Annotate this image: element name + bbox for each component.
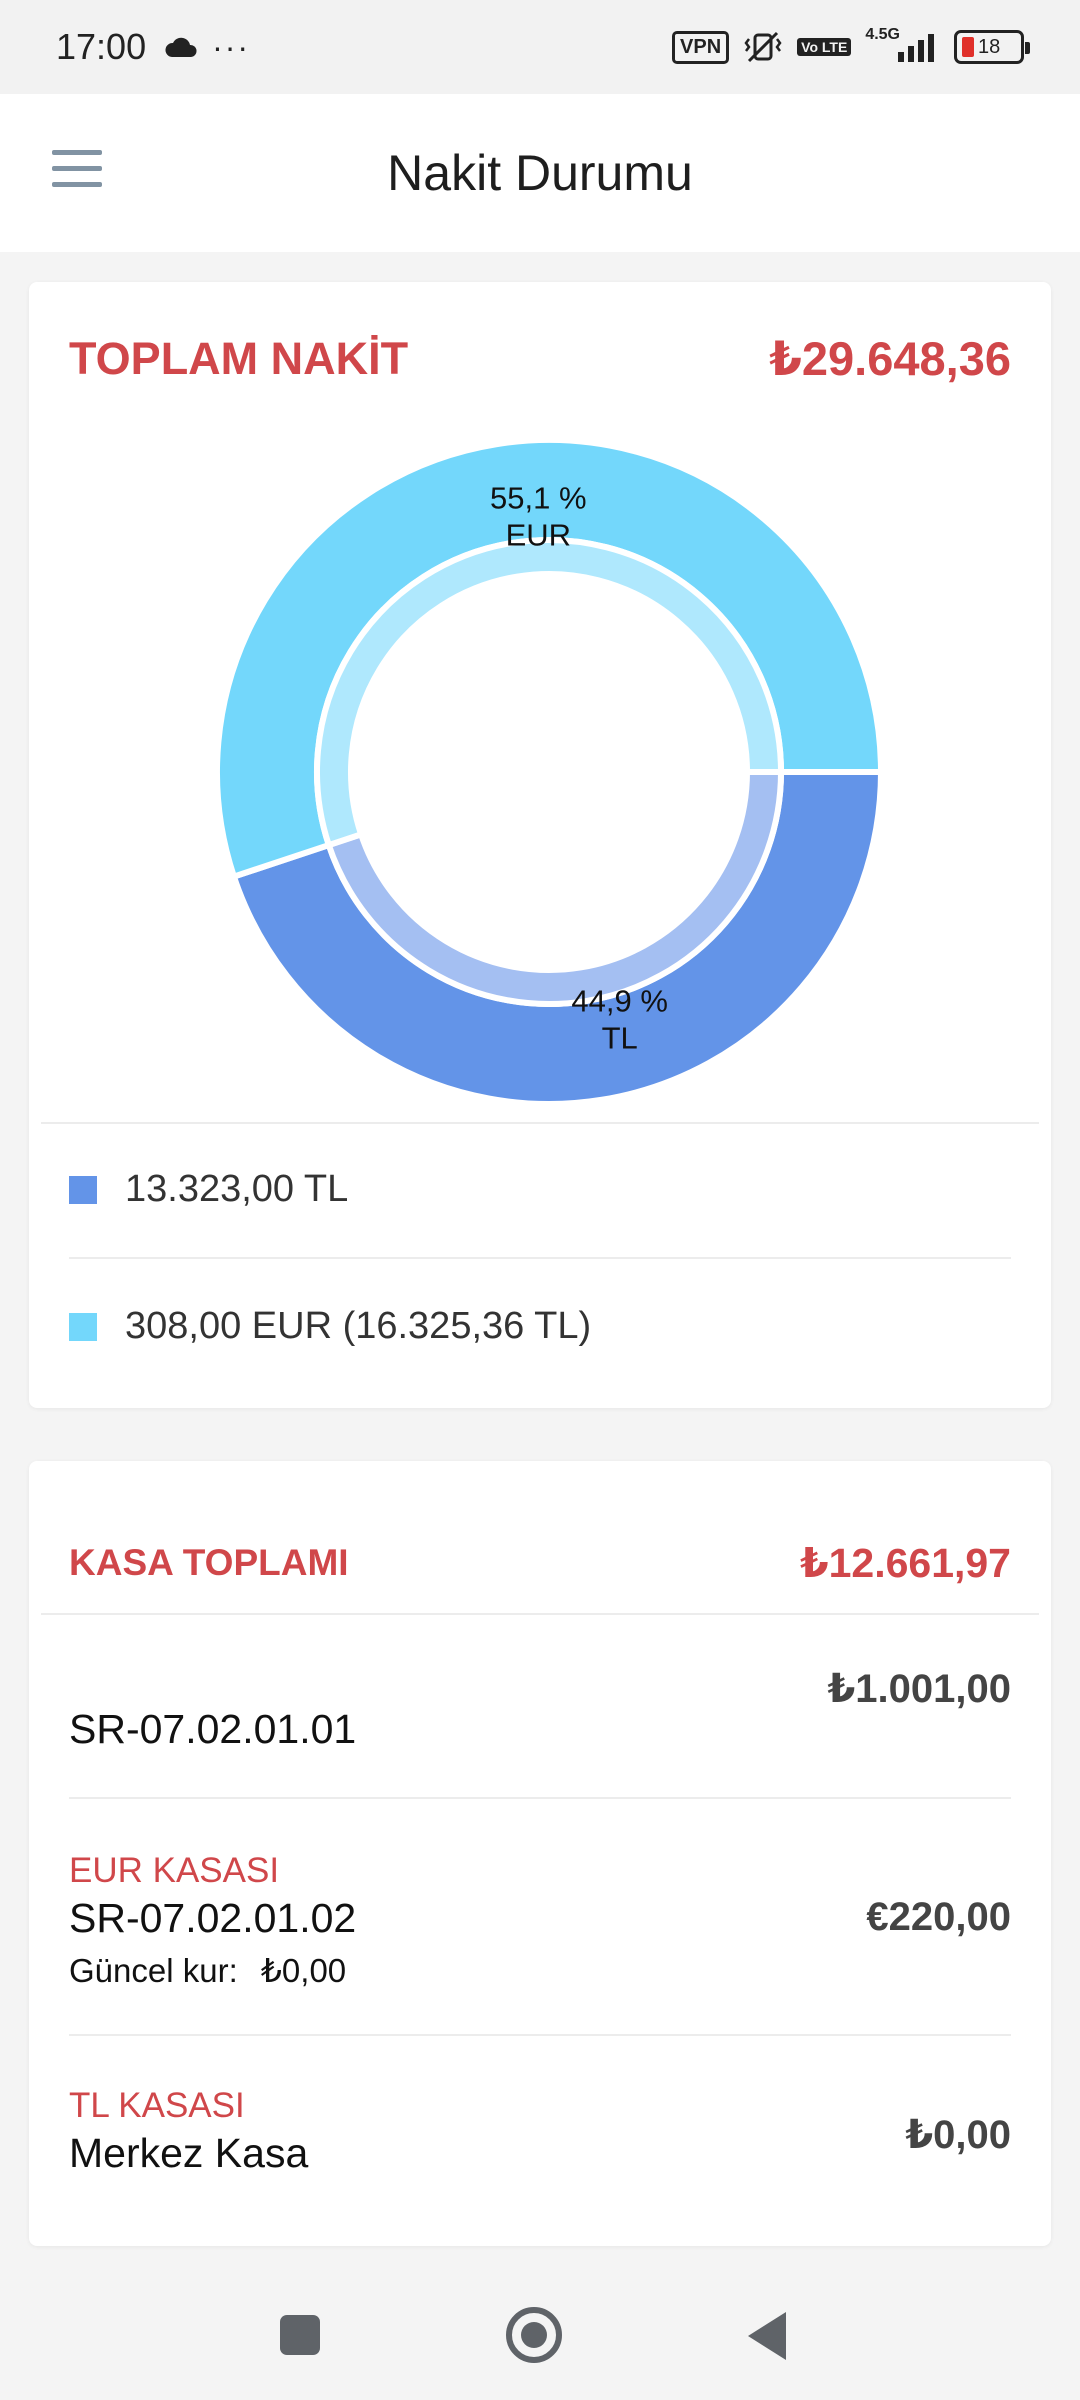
total-cash-label: TOPLAM NAKİT bbox=[69, 333, 409, 384]
status-time: 17:00 bbox=[56, 26, 147, 67]
kasa-code: Merkez Kasa bbox=[69, 2130, 309, 2176]
mute-vibrate-icon bbox=[744, 31, 782, 63]
back-icon[interactable] bbox=[748, 2312, 786, 2360]
battery-icon: 18 bbox=[954, 30, 1030, 64]
kasa-total-label: KASA TOPLAMI bbox=[69, 1542, 349, 1583]
legend-item-tl: 13.323,00 TL bbox=[69, 1168, 348, 1211]
rate-value: ₺0,00 bbox=[260, 1952, 347, 1989]
recents-icon[interactable] bbox=[280, 2315, 320, 2355]
notification-dots: ··· bbox=[212, 28, 251, 65]
menu-icon[interactable] bbox=[52, 150, 102, 190]
legend-text-tl: 13.323,00 TL bbox=[125, 1168, 349, 1210]
kasa-code: SR-07.02.01.01 bbox=[69, 1706, 357, 1752]
legend-text-eur: 308,00 EUR (16.325,36 TL) bbox=[125, 1305, 592, 1347]
kasa-code: SR-07.02.01.02 bbox=[69, 1895, 357, 1941]
kasa-item[interactable]: SR-07.02.01.01 ₺1.001,00 bbox=[69, 1666, 1011, 1776]
kasa-rate: Güncel kur: ₺0,00 bbox=[69, 1951, 346, 1990]
signal-icon bbox=[898, 34, 934, 62]
legend-swatch-tl bbox=[69, 1175, 97, 1204]
kasa-amount: ₺1.001,00 bbox=[827, 1667, 1011, 1711]
kasa-item[interactable]: EUR KASASI SR-07.02.01.02 Güncel kur: ₺0… bbox=[69, 1851, 1011, 2001]
chart-divider bbox=[41, 1122, 1039, 1124]
legend-divider bbox=[69, 1257, 1011, 1259]
slice-percent-label: 55,1 % bbox=[490, 480, 587, 515]
donut-chart[interactable]: 44,9 %TL 55,1 %EUR bbox=[209, 432, 889, 1112]
battery-level: 18 bbox=[978, 35, 1001, 58]
total-cash-value: ₺29.648,36 bbox=[769, 332, 1011, 385]
status-bar: 17:00 ··· VPN Vo LTE 4.5G 18 bbox=[0, 0, 1080, 94]
slice-category-label: EUR bbox=[506, 517, 571, 552]
kasa-type: EUR KASASI bbox=[69, 1851, 280, 1890]
kasa-total-card: KASA TOPLAMI ₺12.661,97 SR-07.02.01.01 ₺… bbox=[29, 1461, 1051, 2246]
kasa-total-value: ₺12.661,97 bbox=[800, 1540, 1011, 1586]
system-nav-bar bbox=[0, 2270, 1080, 2400]
total-cash-header: TOPLAM NAKİT ₺29.648,36 bbox=[69, 324, 1011, 394]
kasa-amount: ₺0,00 bbox=[905, 2113, 1011, 2157]
volte-icon: Vo LTE bbox=[797, 38, 852, 56]
home-icon[interactable] bbox=[506, 2307, 562, 2363]
slice-category-label: TL bbox=[602, 1021, 638, 1056]
legend-swatch-eur bbox=[69, 1312, 97, 1341]
slice-percent-label: 44,9 % bbox=[571, 984, 668, 1019]
kasa-item-divider bbox=[69, 1797, 1011, 1799]
donut-slice-inner-eur bbox=[314, 537, 785, 849]
total-cash-card: TOPLAM NAKİT ₺29.648,36 44,9 % TL 55,1 % EU… bbox=[29, 282, 1051, 1408]
vpn-icon: VPN bbox=[672, 30, 730, 64]
cloud-icon bbox=[165, 37, 197, 57]
app-bar: Nakit Durumu bbox=[0, 94, 1080, 252]
page-title: Nakit Durumu bbox=[387, 145, 693, 201]
kasa-type: TL KASASI bbox=[69, 2086, 245, 2125]
kasa-total-header: KASA TOPLAMI ₺12.661,97 bbox=[69, 1533, 1011, 1593]
kasa-item[interactable]: TL KASASI Merkez Kasa ₺0,00 bbox=[69, 2086, 1011, 2196]
rate-label: Güncel kur: bbox=[69, 1952, 238, 1989]
kasa-amount: €220,00 bbox=[866, 1895, 1011, 1939]
kasa-header-divider bbox=[41, 1613, 1039, 1615]
kasa-item-divider bbox=[69, 2034, 1011, 2036]
legend-item-eur: 308,00 EUR (16.325,36 TL) bbox=[69, 1305, 591, 1348]
network-type: 4.5G bbox=[865, 26, 900, 43]
